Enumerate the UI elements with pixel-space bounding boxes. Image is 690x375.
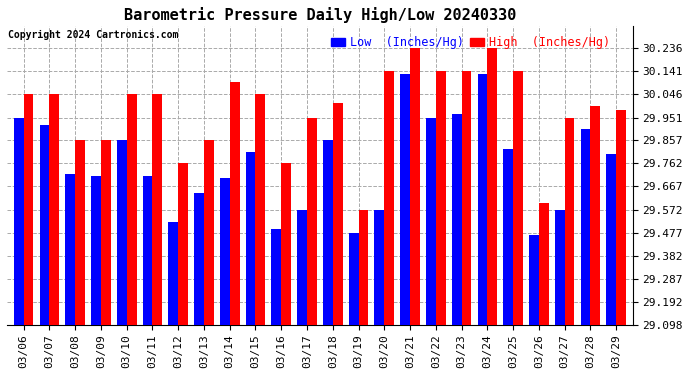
Bar	[75, 140, 85, 325]
Bar	[152, 94, 162, 325]
Bar	[564, 117, 574, 325]
Bar	[220, 178, 230, 325]
Bar	[307, 117, 317, 325]
Bar	[529, 235, 539, 325]
Title: Barometric Pressure Daily High/Low 20240330: Barometric Pressure Daily High/Low 20240…	[124, 7, 516, 23]
Bar	[297, 210, 307, 325]
Bar	[462, 71, 471, 325]
Bar	[127, 94, 137, 325]
Bar	[384, 71, 394, 325]
Bar	[333, 103, 342, 325]
Bar	[513, 71, 523, 325]
Bar	[426, 117, 436, 325]
Bar	[348, 233, 359, 325]
Bar	[255, 94, 265, 325]
Bar	[39, 125, 50, 325]
Bar	[230, 82, 239, 325]
Bar	[477, 74, 487, 325]
Bar	[503, 149, 513, 325]
Bar	[555, 210, 564, 325]
Text: Copyright 2024 Cartronics.com: Copyright 2024 Cartronics.com	[8, 30, 178, 40]
Bar	[400, 74, 410, 325]
Bar	[168, 222, 178, 325]
Bar	[204, 140, 214, 325]
Bar	[178, 164, 188, 325]
Bar	[436, 71, 446, 325]
Bar	[539, 203, 549, 325]
Bar	[246, 152, 255, 325]
Bar	[323, 140, 333, 325]
Bar	[487, 48, 497, 325]
Bar	[452, 114, 462, 325]
Bar	[271, 230, 282, 325]
Bar	[23, 94, 34, 325]
Bar	[117, 140, 127, 325]
Bar	[91, 176, 101, 325]
Bar	[616, 111, 626, 325]
Bar	[580, 129, 591, 325]
Bar	[375, 210, 384, 325]
Bar	[101, 140, 110, 325]
Bar	[359, 210, 368, 325]
Bar	[410, 48, 420, 325]
Bar	[194, 193, 204, 325]
Bar	[14, 117, 23, 325]
Bar	[66, 174, 75, 325]
Bar	[607, 154, 616, 325]
Bar	[50, 94, 59, 325]
Bar	[591, 106, 600, 325]
Legend: Low  (Inches/Hg), High  (Inches/Hg): Low (Inches/Hg), High (Inches/Hg)	[326, 32, 614, 54]
Bar	[143, 176, 152, 325]
Bar	[282, 164, 291, 325]
